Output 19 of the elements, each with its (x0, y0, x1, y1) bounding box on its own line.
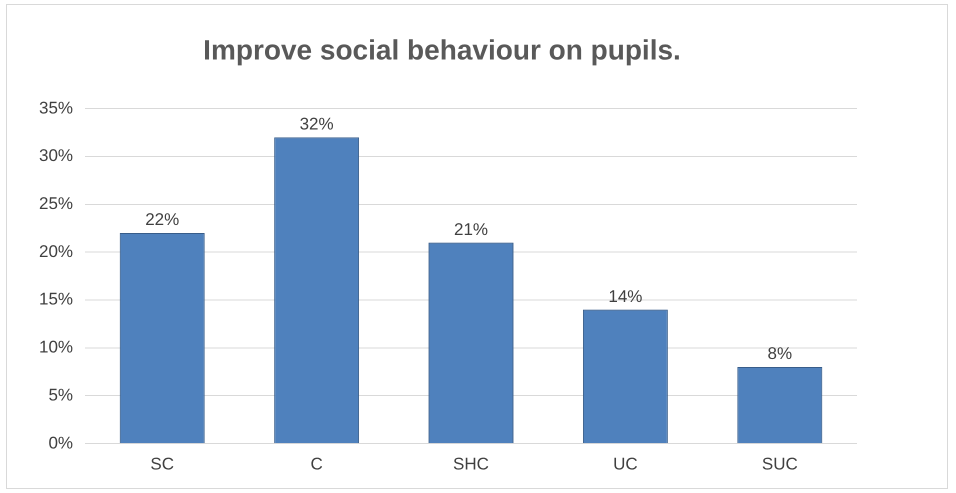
y-tick-label: 5% (48, 385, 74, 404)
y-tick-label: 10% (38, 338, 74, 357)
x-tick-label: SC (150, 454, 174, 474)
y-tick-label: 35% (38, 98, 74, 118)
y-tick-label: 25% (38, 194, 74, 213)
y-tick-label: 30% (38, 146, 74, 166)
data-label: 22% (145, 210, 180, 230)
chart-title: Improve social behaviour on pupils. (203, 34, 681, 66)
data-label: 14% (608, 286, 642, 306)
x-tick-label: UC (613, 454, 638, 474)
data-label: 32% (300, 114, 334, 134)
x-tick-label: SHC (453, 454, 489, 474)
y-tick-label: 20% (38, 242, 74, 261)
x-tick-label: SUC (762, 454, 798, 474)
x-tick-label: C (310, 454, 323, 474)
y-tick-label: 15% (38, 290, 74, 309)
data-label: 8% (768, 344, 792, 364)
y-tick-label: 0% (48, 433, 74, 452)
data-label: 21% (454, 220, 488, 239)
